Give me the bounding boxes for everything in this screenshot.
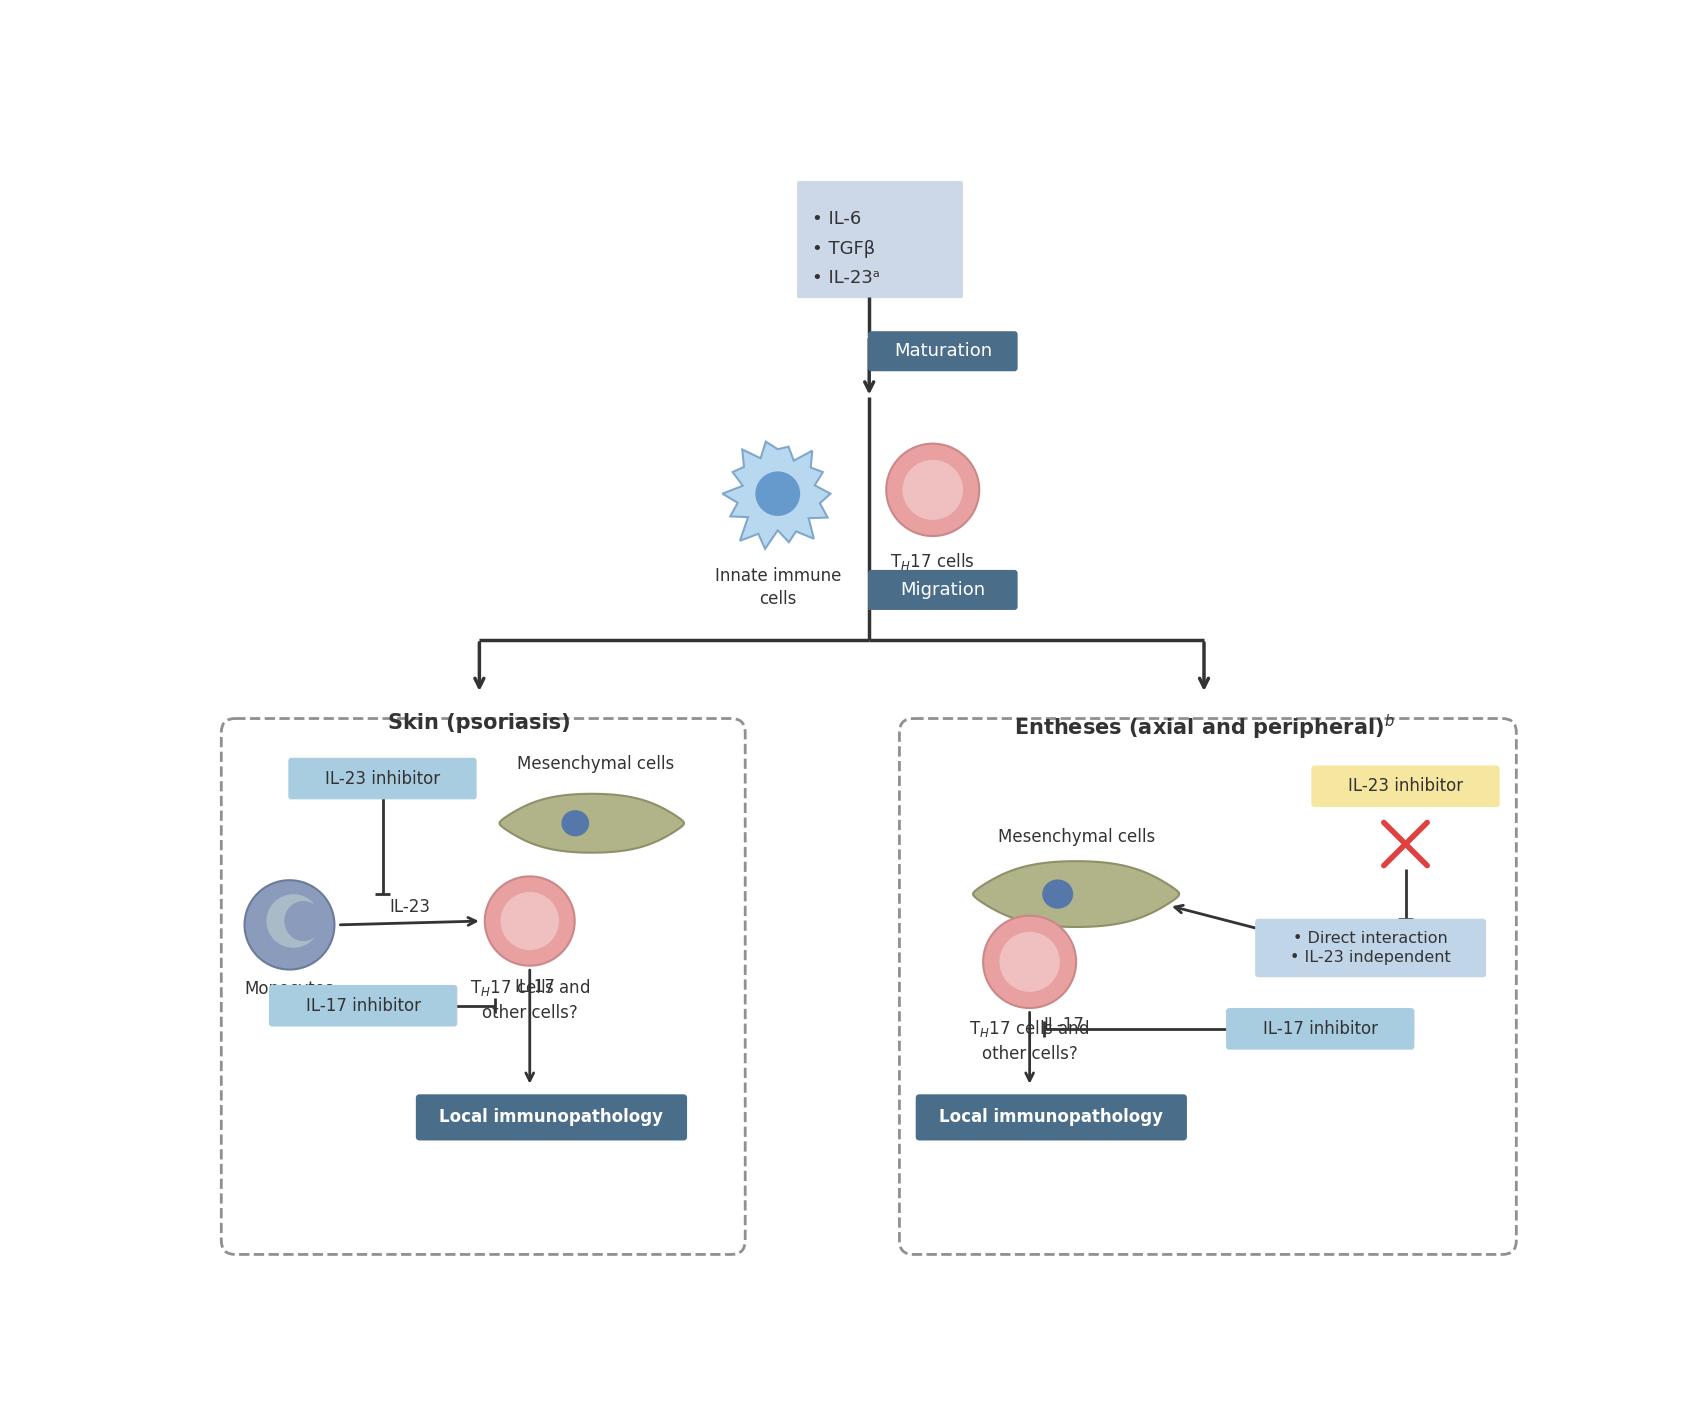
Text: Local immunopathology: Local immunopathology [940, 1108, 1163, 1127]
Ellipse shape [902, 460, 963, 519]
Ellipse shape [755, 471, 801, 517]
Text: IL-17: IL-17 [514, 979, 555, 996]
Text: • Direct interaction
• IL-23 independent: • Direct interaction • IL-23 independent [1291, 931, 1452, 965]
Ellipse shape [561, 810, 589, 836]
Ellipse shape [285, 901, 322, 941]
FancyBboxPatch shape [1311, 765, 1499, 807]
FancyBboxPatch shape [270, 985, 458, 1026]
FancyBboxPatch shape [416, 1094, 687, 1141]
Ellipse shape [244, 880, 334, 969]
FancyBboxPatch shape [868, 570, 1018, 610]
Text: IL-17 inhibitor: IL-17 inhibitor [1264, 1020, 1377, 1037]
Text: T$_H$17 cells and
other cells?: T$_H$17 cells and other cells? [970, 1017, 1091, 1063]
FancyBboxPatch shape [916, 1094, 1187, 1141]
Ellipse shape [266, 894, 321, 948]
FancyBboxPatch shape [797, 182, 963, 298]
Text: Entheses (axial and peripheral)$^b$: Entheses (axial and peripheral)$^b$ [1014, 714, 1394, 742]
FancyBboxPatch shape [1226, 1007, 1414, 1050]
Text: IL-17: IL-17 [1043, 1016, 1084, 1034]
Ellipse shape [984, 915, 1077, 1007]
Text: Monocytes: Monocytes [244, 981, 334, 999]
Text: T$_H$17 cells: T$_H$17 cells [890, 552, 975, 572]
FancyBboxPatch shape [1255, 918, 1486, 978]
Text: IL-17 inhibitor: IL-17 inhibitor [305, 996, 421, 1015]
Ellipse shape [1043, 880, 1074, 908]
Text: IL-23: IL-23 [388, 898, 431, 915]
Text: Maturation: Maturation [894, 342, 992, 360]
Text: T$_H$17 cells and
other cells?: T$_H$17 cells and other cells? [470, 978, 590, 1022]
Text: IL-23 inhibitor: IL-23 inhibitor [1348, 778, 1464, 795]
Text: Migration: Migration [901, 580, 985, 599]
FancyBboxPatch shape [288, 758, 477, 799]
FancyBboxPatch shape [868, 331, 1018, 372]
Ellipse shape [500, 893, 560, 951]
Polygon shape [974, 861, 1179, 927]
Text: Mesenchymal cells: Mesenchymal cells [997, 829, 1155, 846]
Text: Mesenchymal cells: Mesenchymal cells [517, 755, 675, 773]
Ellipse shape [887, 444, 979, 536]
Text: Skin (psoriasis): Skin (psoriasis) [388, 714, 570, 734]
Text: Innate immune
cells: Innate immune cells [714, 566, 841, 609]
Text: • IL-6
• TGFβ
• IL-23ᵃ: • IL-6 • TGFβ • IL-23ᵃ [812, 210, 880, 287]
Text: IL-23 inhibitor: IL-23 inhibitor [326, 769, 439, 788]
Text: Local immunopathology: Local immunopathology [439, 1108, 663, 1127]
Ellipse shape [999, 932, 1060, 992]
Ellipse shape [485, 877, 575, 966]
Polygon shape [722, 441, 831, 549]
Polygon shape [500, 793, 683, 853]
